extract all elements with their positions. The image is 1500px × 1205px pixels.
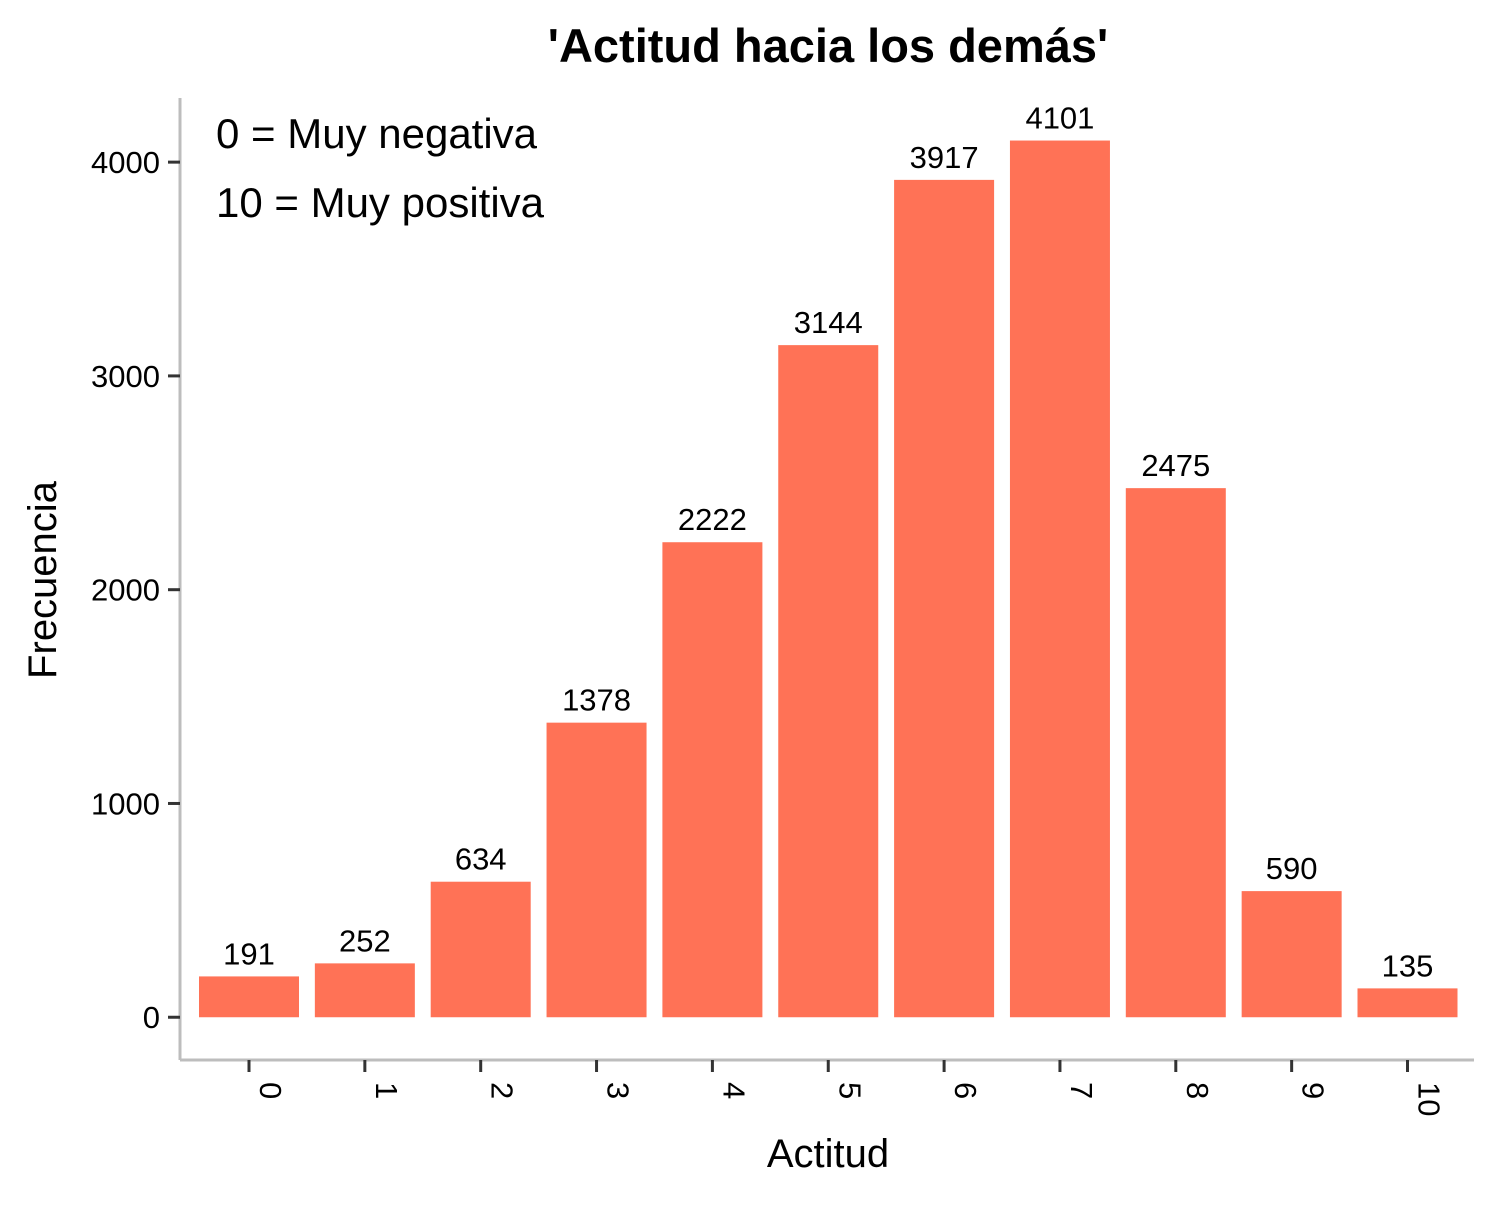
bars-layer	[199, 140, 1458, 1018]
x-tick-label-8: 8	[1180, 1082, 1215, 1099]
bar-0	[199, 976, 299, 1018]
bar-10	[1357, 988, 1458, 1018]
bar-value-label-0: 191	[223, 936, 275, 971]
y-tick-label-3000: 3000	[91, 359, 160, 394]
y-tick-label-0: 0	[143, 1000, 160, 1035]
bar-value-label-8: 2475	[1141, 448, 1210, 483]
bar-value-label-3: 1378	[562, 683, 631, 718]
bar-value-label-4: 2222	[678, 502, 747, 537]
annotation-scale-max: 10 = Muy positiva	[216, 179, 545, 226]
chart-title: 'Actitud hacia los demás'	[548, 19, 1108, 72]
y-axis-label: Frecuencia	[21, 480, 65, 679]
value-labels-layer: 191 252 634 1378 2222 3144 3917 4101 2475 590 135	[223, 101, 1433, 984]
bar-5	[778, 345, 879, 1018]
bar-value-label-6: 3917	[910, 140, 979, 175]
y-tick-label-1000: 1000	[91, 786, 160, 821]
x-tick-label-4: 4	[716, 1082, 751, 1099]
bar-value-label-7: 4101	[1025, 101, 1094, 136]
bar-6	[894, 179, 995, 1018]
y-tick-label-2000: 2000	[91, 573, 160, 608]
y-tick-label-4000: 4000	[91, 145, 160, 180]
bar-value-label-1: 252	[339, 923, 391, 958]
bar-value-label-9: 590	[1266, 851, 1318, 886]
bar-4	[662, 542, 763, 1018]
x-tick-label-6: 6	[948, 1082, 983, 1099]
x-tick-label-0: 0	[253, 1082, 288, 1099]
bar-value-label-10: 135	[1382, 948, 1434, 983]
bar-2	[430, 881, 531, 1018]
bar-9	[1241, 891, 1342, 1018]
x-tick-label-10: 10	[1412, 1082, 1447, 1116]
x-tick-label-7: 7	[1064, 1082, 1099, 1099]
x-tick-label-2: 2	[485, 1082, 520, 1099]
bar-value-label-5: 3144	[794, 305, 863, 340]
x-tick-label-9: 9	[1296, 1082, 1331, 1099]
x-tick-label-3: 3	[601, 1082, 636, 1099]
x-axis-label: Actitud	[767, 1132, 889, 1176]
annotation-scale-min: 0 = Muy negativa	[216, 110, 538, 157]
bar-8	[1125, 488, 1226, 1018]
x-tick-label-5: 5	[832, 1082, 867, 1099]
bar-value-label-2: 634	[455, 842, 507, 877]
axes-layer: 0 1000 2000 3000 4000 0 1 2 3 4 5 6 7 8 9 10	[91, 98, 1474, 1116]
bar-1	[314, 963, 415, 1018]
bar-3	[546, 722, 647, 1018]
bar-7	[1009, 140, 1110, 1018]
x-tick-label-1: 1	[369, 1082, 404, 1099]
